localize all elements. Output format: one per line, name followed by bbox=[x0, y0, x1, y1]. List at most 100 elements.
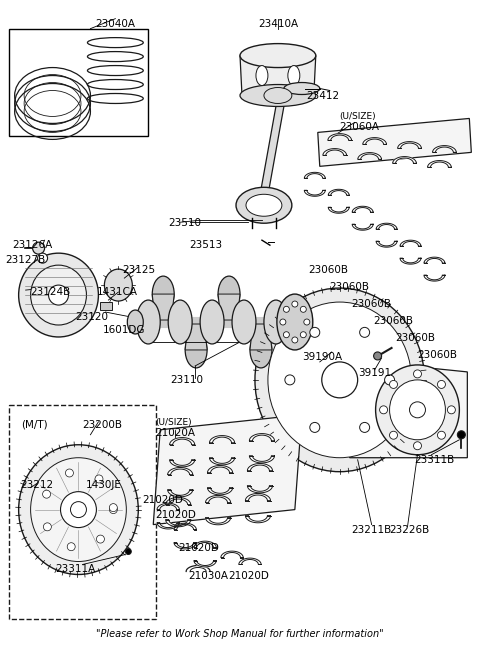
Ellipse shape bbox=[48, 285, 69, 305]
Ellipse shape bbox=[71, 502, 86, 517]
Ellipse shape bbox=[283, 331, 289, 338]
Ellipse shape bbox=[125, 548, 132, 555]
Polygon shape bbox=[174, 542, 196, 549]
Polygon shape bbox=[100, 302, 112, 310]
Ellipse shape bbox=[390, 381, 397, 388]
Polygon shape bbox=[376, 223, 397, 229]
Ellipse shape bbox=[292, 301, 298, 307]
Text: 23412: 23412 bbox=[306, 90, 339, 100]
Ellipse shape bbox=[390, 431, 397, 440]
Polygon shape bbox=[209, 436, 235, 443]
Ellipse shape bbox=[168, 300, 192, 344]
Polygon shape bbox=[169, 438, 195, 445]
Ellipse shape bbox=[37, 253, 48, 263]
Ellipse shape bbox=[31, 458, 126, 561]
Ellipse shape bbox=[360, 328, 370, 337]
Ellipse shape bbox=[152, 276, 174, 312]
Polygon shape bbox=[207, 466, 233, 473]
Text: 23510: 23510 bbox=[168, 218, 201, 228]
Text: 23060B: 23060B bbox=[373, 316, 414, 326]
Text: 23060B: 23060B bbox=[418, 350, 457, 360]
Polygon shape bbox=[352, 206, 373, 212]
Ellipse shape bbox=[65, 469, 73, 477]
Ellipse shape bbox=[250, 332, 272, 368]
Polygon shape bbox=[250, 324, 272, 350]
Polygon shape bbox=[350, 360, 468, 458]
Ellipse shape bbox=[264, 88, 292, 103]
Ellipse shape bbox=[264, 300, 288, 344]
Ellipse shape bbox=[413, 441, 421, 450]
Polygon shape bbox=[247, 485, 273, 493]
Text: 1601DG: 1601DG bbox=[102, 325, 145, 335]
Text: 23040A: 23040A bbox=[96, 18, 135, 29]
Polygon shape bbox=[239, 558, 261, 565]
Ellipse shape bbox=[390, 380, 445, 440]
Text: 23200B: 23200B bbox=[83, 420, 122, 430]
Text: 23311A: 23311A bbox=[56, 565, 96, 574]
Polygon shape bbox=[328, 207, 349, 214]
Ellipse shape bbox=[292, 337, 298, 343]
Ellipse shape bbox=[236, 187, 292, 223]
Bar bbox=[9, 29, 148, 136]
Ellipse shape bbox=[310, 422, 320, 432]
Polygon shape bbox=[185, 324, 207, 350]
Ellipse shape bbox=[277, 294, 313, 350]
Polygon shape bbox=[174, 523, 196, 530]
Ellipse shape bbox=[285, 375, 295, 385]
Ellipse shape bbox=[43, 490, 50, 498]
Polygon shape bbox=[245, 493, 271, 500]
Polygon shape bbox=[376, 241, 397, 247]
Text: 23060B: 23060B bbox=[396, 333, 435, 343]
Ellipse shape bbox=[95, 475, 103, 483]
Ellipse shape bbox=[457, 431, 465, 439]
Polygon shape bbox=[166, 519, 191, 527]
Polygon shape bbox=[168, 490, 193, 497]
Polygon shape bbox=[209, 458, 235, 465]
Text: 21030A: 21030A bbox=[188, 571, 228, 582]
Ellipse shape bbox=[437, 381, 445, 388]
Text: 23060A: 23060A bbox=[340, 122, 380, 132]
Ellipse shape bbox=[447, 406, 456, 414]
Text: (U/SIZE): (U/SIZE) bbox=[155, 418, 192, 427]
Text: 39191: 39191 bbox=[358, 368, 391, 378]
Polygon shape bbox=[428, 160, 451, 167]
Ellipse shape bbox=[19, 253, 98, 337]
Polygon shape bbox=[157, 523, 180, 529]
Polygon shape bbox=[318, 119, 471, 166]
Text: 23125: 23125 bbox=[122, 265, 156, 275]
Polygon shape bbox=[152, 294, 174, 320]
Text: 23410A: 23410A bbox=[258, 18, 298, 29]
Text: 23212: 23212 bbox=[21, 479, 54, 490]
Ellipse shape bbox=[127, 310, 144, 334]
Polygon shape bbox=[304, 191, 325, 196]
Polygon shape bbox=[400, 240, 421, 246]
Text: "Please refer to Work Shop Manual for further information": "Please refer to Work Shop Manual for fu… bbox=[96, 629, 384, 639]
Polygon shape bbox=[424, 275, 445, 281]
Polygon shape bbox=[168, 468, 193, 475]
Text: 1431CA: 1431CA bbox=[96, 287, 137, 297]
Ellipse shape bbox=[43, 523, 51, 531]
Text: 21020D: 21020D bbox=[155, 510, 196, 519]
Ellipse shape bbox=[304, 319, 310, 325]
Polygon shape bbox=[432, 145, 456, 153]
Ellipse shape bbox=[200, 300, 224, 344]
Polygon shape bbox=[393, 157, 416, 163]
Polygon shape bbox=[352, 224, 373, 230]
Polygon shape bbox=[363, 138, 386, 144]
Ellipse shape bbox=[413, 370, 421, 378]
Text: (M/T): (M/T) bbox=[21, 420, 47, 430]
Ellipse shape bbox=[409, 402, 425, 418]
Text: 23513: 23513 bbox=[189, 240, 222, 250]
Ellipse shape bbox=[109, 504, 117, 512]
Polygon shape bbox=[323, 149, 347, 155]
Text: 23126A: 23126A bbox=[12, 240, 53, 250]
Polygon shape bbox=[207, 488, 233, 495]
Ellipse shape bbox=[240, 84, 316, 107]
Text: 23110: 23110 bbox=[170, 375, 203, 385]
Ellipse shape bbox=[283, 307, 289, 312]
Ellipse shape bbox=[136, 300, 160, 344]
Ellipse shape bbox=[280, 319, 286, 325]
Ellipse shape bbox=[268, 302, 411, 458]
Ellipse shape bbox=[373, 352, 382, 360]
Polygon shape bbox=[194, 561, 216, 567]
